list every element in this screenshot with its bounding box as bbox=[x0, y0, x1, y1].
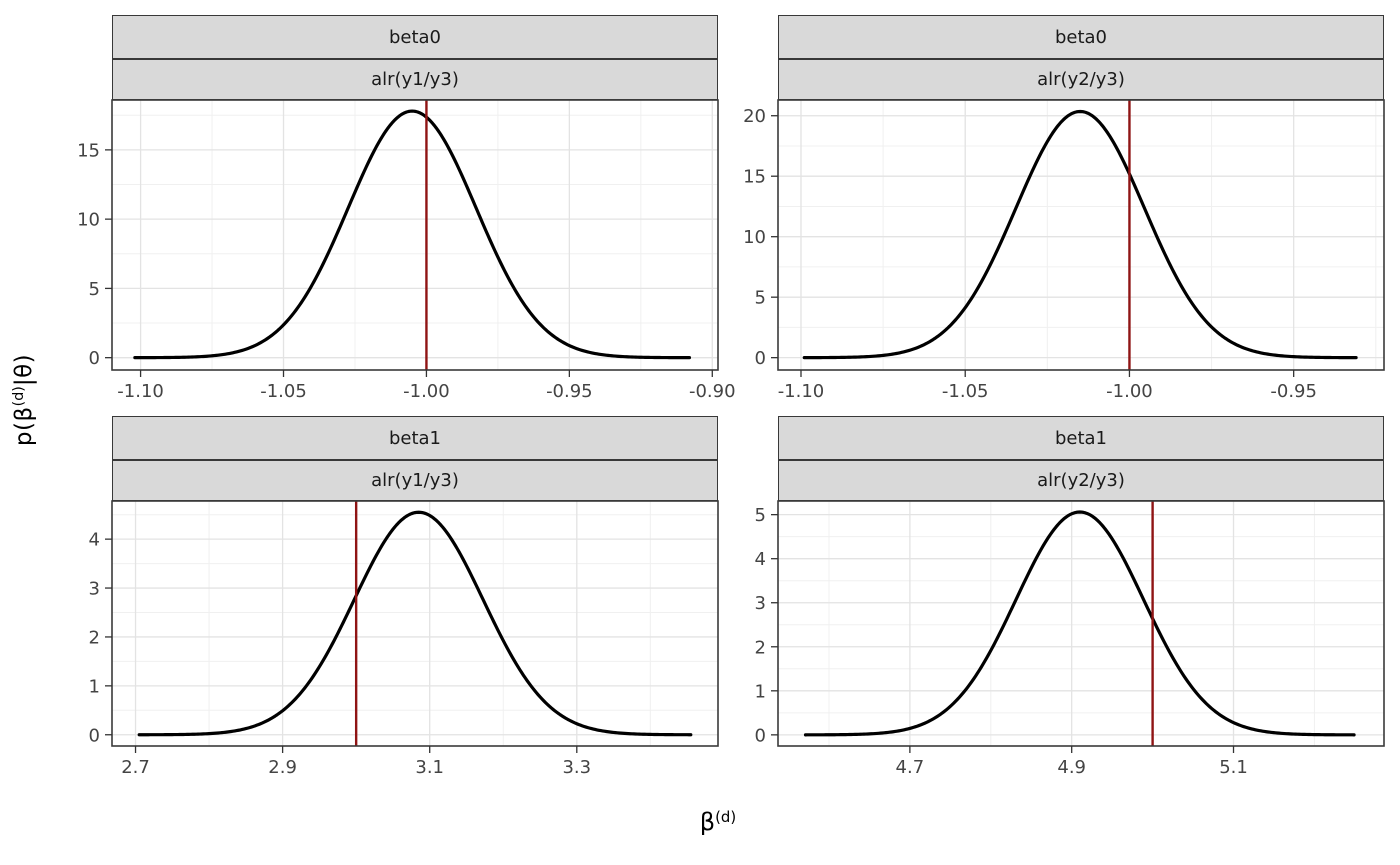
y-tick-label: 4 bbox=[755, 549, 766, 570]
facet-strip-inner: alr(y1/y3) bbox=[112, 59, 718, 100]
y-tick-label: 15 bbox=[743, 167, 766, 188]
facet-panel-bottom-left: beta1 alr(y1/y3) 2.7 2.9 3.1 3.3 0 1 2 3 4 bbox=[52, 416, 719, 780]
density-curve bbox=[803, 510, 1356, 737]
x-axis-title-sup: (d) bbox=[715, 807, 737, 826]
grid-major bbox=[112, 501, 718, 746]
y-axis-title-post: |θ) bbox=[11, 353, 38, 387]
y-axis-title-sup: (d) bbox=[11, 386, 28, 407]
y-tick-label: 2 bbox=[89, 627, 100, 648]
panel-border bbox=[777, 99, 1385, 371]
panel-background bbox=[112, 100, 718, 370]
y-tick-label: 10 bbox=[77, 210, 100, 231]
y-axis: 0 1 2 3 4 bbox=[89, 530, 112, 746]
y-tick-label: 2 bbox=[755, 637, 766, 658]
facet-strip-outer-label: beta0 bbox=[388, 26, 442, 48]
x-tick-label: 4.7 bbox=[896, 757, 925, 778]
y-tick-label: 0 bbox=[89, 348, 100, 369]
x-tick-label: 2.7 bbox=[121, 757, 150, 778]
facet-strip-outer: beta1 bbox=[778, 416, 1384, 460]
x-tick-label: 2.9 bbox=[268, 757, 297, 778]
plot-area-bottom-right: 4.7 4.9 5.1 0 1 2 3 4 5 bbox=[755, 500, 1385, 778]
plot-area-bottom-left: 2.7 2.9 3.1 3.3 0 1 2 3 4 bbox=[89, 500, 719, 778]
grid-minor bbox=[778, 501, 1384, 746]
facet-strip-outer: beta0 bbox=[112, 15, 718, 59]
x-tick-label: -1.00 bbox=[1106, 381, 1153, 402]
y-tick-label: 0 bbox=[755, 348, 766, 369]
x-axis-title: β(d) bbox=[52, 808, 1384, 836]
x-tick-label: 4.9 bbox=[1057, 757, 1086, 778]
grid-minor bbox=[778, 100, 1384, 370]
x-tick-label: -0.90 bbox=[689, 381, 736, 402]
y-tick-label: 5 bbox=[755, 288, 766, 309]
x-axis: -1.10 -1.05 -1.00 -0.95 bbox=[778, 370, 1317, 402]
y-tick-label: 15 bbox=[77, 140, 100, 161]
panel-background bbox=[778, 501, 1384, 746]
y-axis-title-pre: p(β bbox=[11, 406, 38, 447]
x-tick-label: -1.05 bbox=[942, 381, 989, 402]
facet-strip-outer-label: beta1 bbox=[1054, 427, 1108, 449]
panel-background bbox=[112, 501, 718, 746]
panel-border bbox=[111, 99, 719, 371]
facet-panel-top-right: beta0 alr(y2/y3) -1.10 -1.05 -1.00 -0.95 0 5 10 1… bbox=[718, 15, 1385, 404]
density-curve bbox=[133, 109, 692, 360]
facet-strip-inner: alr(y2/y3) bbox=[778, 460, 1384, 501]
x-axis-title-base: β bbox=[699, 808, 716, 836]
y-axis-title: p(β(d)|θ) bbox=[11, 354, 37, 446]
y-tick-label: 1 bbox=[755, 681, 766, 702]
y-tick-label: 20 bbox=[743, 106, 766, 127]
y-tick-label: 1 bbox=[89, 676, 100, 697]
y-axis: 0 5 10 15 20 bbox=[743, 106, 778, 369]
facet-strip-inner-label: alr(y1/y3) bbox=[371, 470, 459, 491]
facet-strip-inner: alr(y2/y3) bbox=[778, 59, 1384, 100]
x-tick-label: 5.1 bbox=[1219, 757, 1248, 778]
panel-background bbox=[778, 100, 1384, 370]
facet-panel-bottom-right: beta1 alr(y2/y3) 4.7 4.9 5.1 0 1 2 3 4 5 bbox=[718, 416, 1385, 780]
plot-area-top-right: -1.10 -1.05 -1.00 -0.95 0 5 10 15 20 bbox=[743, 99, 1385, 402]
y-tick-label: 5 bbox=[89, 279, 100, 300]
y-tick-label: 0 bbox=[755, 725, 766, 746]
facet-grid: beta0 alr(y1/y3) -1.10 -1.05 -1.00 -0.95 -0.90… bbox=[52, 15, 1385, 780]
y-tick-label: 10 bbox=[743, 227, 766, 248]
x-axis: 4.7 4.9 5.1 bbox=[896, 746, 1248, 778]
density-curve bbox=[137, 510, 693, 737]
facet-strip-outer: beta1 bbox=[112, 416, 718, 460]
y-tick-label: 3 bbox=[89, 579, 100, 600]
y-tick-label: 4 bbox=[89, 530, 100, 551]
y-axis: 0 5 10 15 bbox=[77, 140, 112, 369]
facet-strip-outer: beta0 bbox=[778, 15, 1384, 59]
y-tick-label: 5 bbox=[755, 505, 766, 526]
facet-strip-outer-label: beta1 bbox=[388, 427, 442, 449]
x-axis: 2.7 2.9 3.1 3.3 bbox=[121, 746, 591, 778]
plot-area-top-left: -1.10 -1.05 -1.00 -0.95 -0.90 0 5 10 15 bbox=[77, 99, 736, 402]
x-tick-label: 3.1 bbox=[415, 757, 444, 778]
facet-strip-inner-label: alr(y2/y3) bbox=[1037, 470, 1125, 491]
y-axis: 0 1 2 3 4 5 bbox=[755, 505, 778, 746]
x-tick-label: -1.05 bbox=[260, 381, 307, 402]
x-tick-label: -0.95 bbox=[1270, 381, 1317, 402]
y-tick-label: 3 bbox=[755, 593, 766, 614]
x-axis: -1.10 -1.05 -1.00 -0.95 -0.90 bbox=[117, 370, 736, 402]
x-tick-label: -1.10 bbox=[778, 381, 825, 402]
panel-border bbox=[777, 500, 1385, 747]
facet-panel-top-left: beta0 alr(y1/y3) -1.10 -1.05 -1.00 -0.95 -0.90… bbox=[52, 15, 736, 404]
facet-strip-inner: alr(y1/y3) bbox=[112, 460, 718, 501]
x-tick-label: -1.00 bbox=[403, 381, 450, 402]
x-tick-label: -1.10 bbox=[117, 381, 164, 402]
y-axis-title-area: p(β(d)|θ) bbox=[0, 0, 48, 800]
facet-strip-inner-label: alr(y2/y3) bbox=[1037, 69, 1125, 90]
x-tick-label: 3.3 bbox=[562, 757, 591, 778]
facet-strip-outer-label: beta0 bbox=[1054, 26, 1108, 48]
x-tick-label: -0.95 bbox=[546, 381, 593, 402]
facet-strip-inner-label: alr(y1/y3) bbox=[371, 69, 459, 90]
panel-border bbox=[111, 500, 719, 747]
grid-minor bbox=[112, 100, 718, 370]
density-curve bbox=[802, 109, 1358, 360]
y-tick-label: 0 bbox=[89, 725, 100, 746]
